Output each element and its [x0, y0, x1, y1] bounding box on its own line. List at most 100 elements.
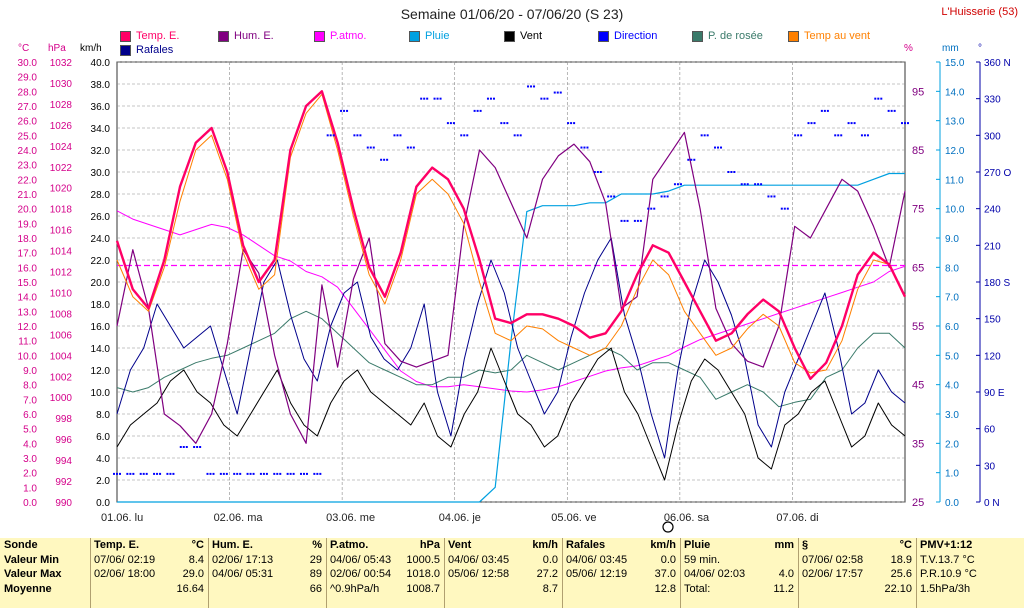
- summary-cell: 02/06/ 18:00: [94, 568, 156, 580]
- direction-point: [559, 91, 562, 94]
- direction-point: [332, 134, 335, 137]
- summary-value: km/h: [650, 539, 676, 551]
- legend-label: Temp. E.: [136, 30, 180, 42]
- direction-point: [420, 97, 423, 100]
- summary-separator: [444, 538, 445, 608]
- direction-point: [276, 472, 279, 475]
- y-tick-wind: 18.0: [91, 300, 111, 311]
- direction-point: [116, 472, 118, 475]
- y-tick-rain: 2.0: [945, 439, 959, 450]
- direction-point: [199, 446, 202, 448]
- summary-value: °C: [191, 539, 204, 551]
- y-tick-wind: 8.0: [96, 410, 110, 421]
- direction-point: [626, 219, 629, 222]
- direction-point: [449, 122, 452, 125]
- y-tick-dir: 240: [984, 205, 1001, 216]
- direction-point: [119, 472, 121, 475]
- y-tick-pressure: 1024: [50, 142, 73, 153]
- y-tick-temp: 17.0: [18, 249, 38, 260]
- legend-item: Direction: [598, 30, 657, 42]
- legend-label: Temp au vent: [804, 30, 871, 42]
- legend-swatch: [788, 30, 799, 42]
- summary-row: 59 min.: [680, 553, 798, 568]
- direction-point: [489, 97, 492, 100]
- summary-column: Sonde Valeur Min Valeur Max Moyenne: [0, 538, 90, 608]
- direction-point: [279, 472, 282, 475]
- y-tick-temp: 28.0: [18, 87, 38, 98]
- series-rafales: [116, 237, 906, 459]
- summary-column: Hum. E.% 02/06/ 17:13 29 04/06/ 05:31 89 66: [208, 538, 326, 608]
- direction-point: [570, 122, 573, 125]
- summary-value: 0.0: [542, 553, 558, 566]
- direction-point: [503, 122, 506, 125]
- summary-value: %: [312, 539, 322, 551]
- y-tick-temp: 10.0: [18, 351, 38, 362]
- chart-legend: Temp. E. Hum. E. P.atmo. Pluie Vent Direction…: [120, 30, 920, 60]
- summary-cell: ^0.9hPa/h: [330, 582, 380, 595]
- direction-point: [794, 134, 797, 137]
- legend-swatch: [598, 30, 609, 42]
- x-tick-label: 02.06. ma: [214, 512, 264, 524]
- summary-separator: [208, 538, 209, 608]
- direction-point: [476, 109, 479, 112]
- x-tick-label: 01.06. lu: [101, 512, 143, 524]
- y-tick-wind: 38.0: [91, 80, 111, 91]
- summary-value: °C: [899, 539, 912, 551]
- y-tick-temp: 16.0: [18, 263, 38, 274]
- direction-point: [807, 122, 810, 125]
- y-tick-wind: 20.0: [91, 278, 111, 289]
- direction-point: [546, 97, 549, 100]
- direction-point: [540, 97, 543, 100]
- direction-point: [890, 109, 893, 112]
- legend-swatch: [120, 30, 131, 42]
- direction-point: [636, 219, 639, 222]
- direction-point: [720, 146, 723, 149]
- direction-point: [773, 195, 776, 198]
- axis-unit: hPa: [48, 43, 66, 54]
- y-tick-temp: 1.0: [23, 483, 37, 494]
- summary-column: Temp. E. °C 07/06/ 02:19 8.4 02/06/ 18:00 29.…: [90, 538, 208, 608]
- direction-point: [129, 472, 132, 475]
- summary-cell: 05/06/ 12:19: [566, 568, 628, 580]
- summary-cell: Rafales: [566, 539, 606, 551]
- summary-value: 29.0: [182, 568, 204, 580]
- direction-point: [760, 183, 763, 186]
- direction-point: [620, 219, 623, 222]
- y-tick-rain: 11.0: [945, 175, 964, 186]
- y-tick-wind: 32.0: [91, 146, 111, 157]
- legend-label: Hum. E.: [234, 30, 274, 42]
- y-tick-dir: 360 N: [984, 58, 1011, 69]
- series-temp-au-vent: [116, 93, 906, 374]
- direction-point: [196, 446, 199, 448]
- summary-value: 11.2: [773, 582, 794, 595]
- y-tick-wind: 6.0: [96, 432, 110, 443]
- y-tick-temp: 5.0: [23, 425, 37, 436]
- direction-point: [319, 472, 322, 475]
- direction-point: [877, 97, 880, 100]
- y-tick-temp: 30.0: [18, 58, 38, 69]
- direction-point: [533, 85, 536, 88]
- x-tick-label: 03.06. me: [326, 512, 375, 524]
- y-tick-wind: 40.0: [91, 58, 111, 69]
- plot-area: [116, 61, 906, 503]
- y-tick-pressure: 1004: [50, 351, 73, 362]
- legend-swatch: [692, 30, 703, 42]
- direction-point: [479, 109, 482, 112]
- summary-cell: 04/06/ 02:03: [684, 568, 746, 580]
- y-tick-rain: 5.0: [945, 351, 959, 362]
- summary-column: P.atmo. hPa 04/06/ 05:43 1000.5 02/06/ 00:54…: [326, 538, 444, 608]
- y-tick-rain: 6.0: [945, 322, 959, 333]
- y-tick-hum: 75: [912, 204, 924, 216]
- direction-point: [586, 146, 589, 149]
- direction-point: [754, 183, 757, 186]
- direction-point: [593, 171, 596, 173]
- direction-point: [820, 109, 823, 112]
- x-tick-label: 05.06. ve: [551, 512, 596, 524]
- direction-point: [399, 134, 402, 137]
- direction-point: [372, 146, 375, 149]
- summary-separator: [916, 538, 917, 608]
- direction-point: [466, 134, 469, 137]
- y-tick-temp: 8.0: [23, 381, 37, 392]
- direction-point: [265, 472, 268, 475]
- axis-unit: km/h: [80, 43, 102, 54]
